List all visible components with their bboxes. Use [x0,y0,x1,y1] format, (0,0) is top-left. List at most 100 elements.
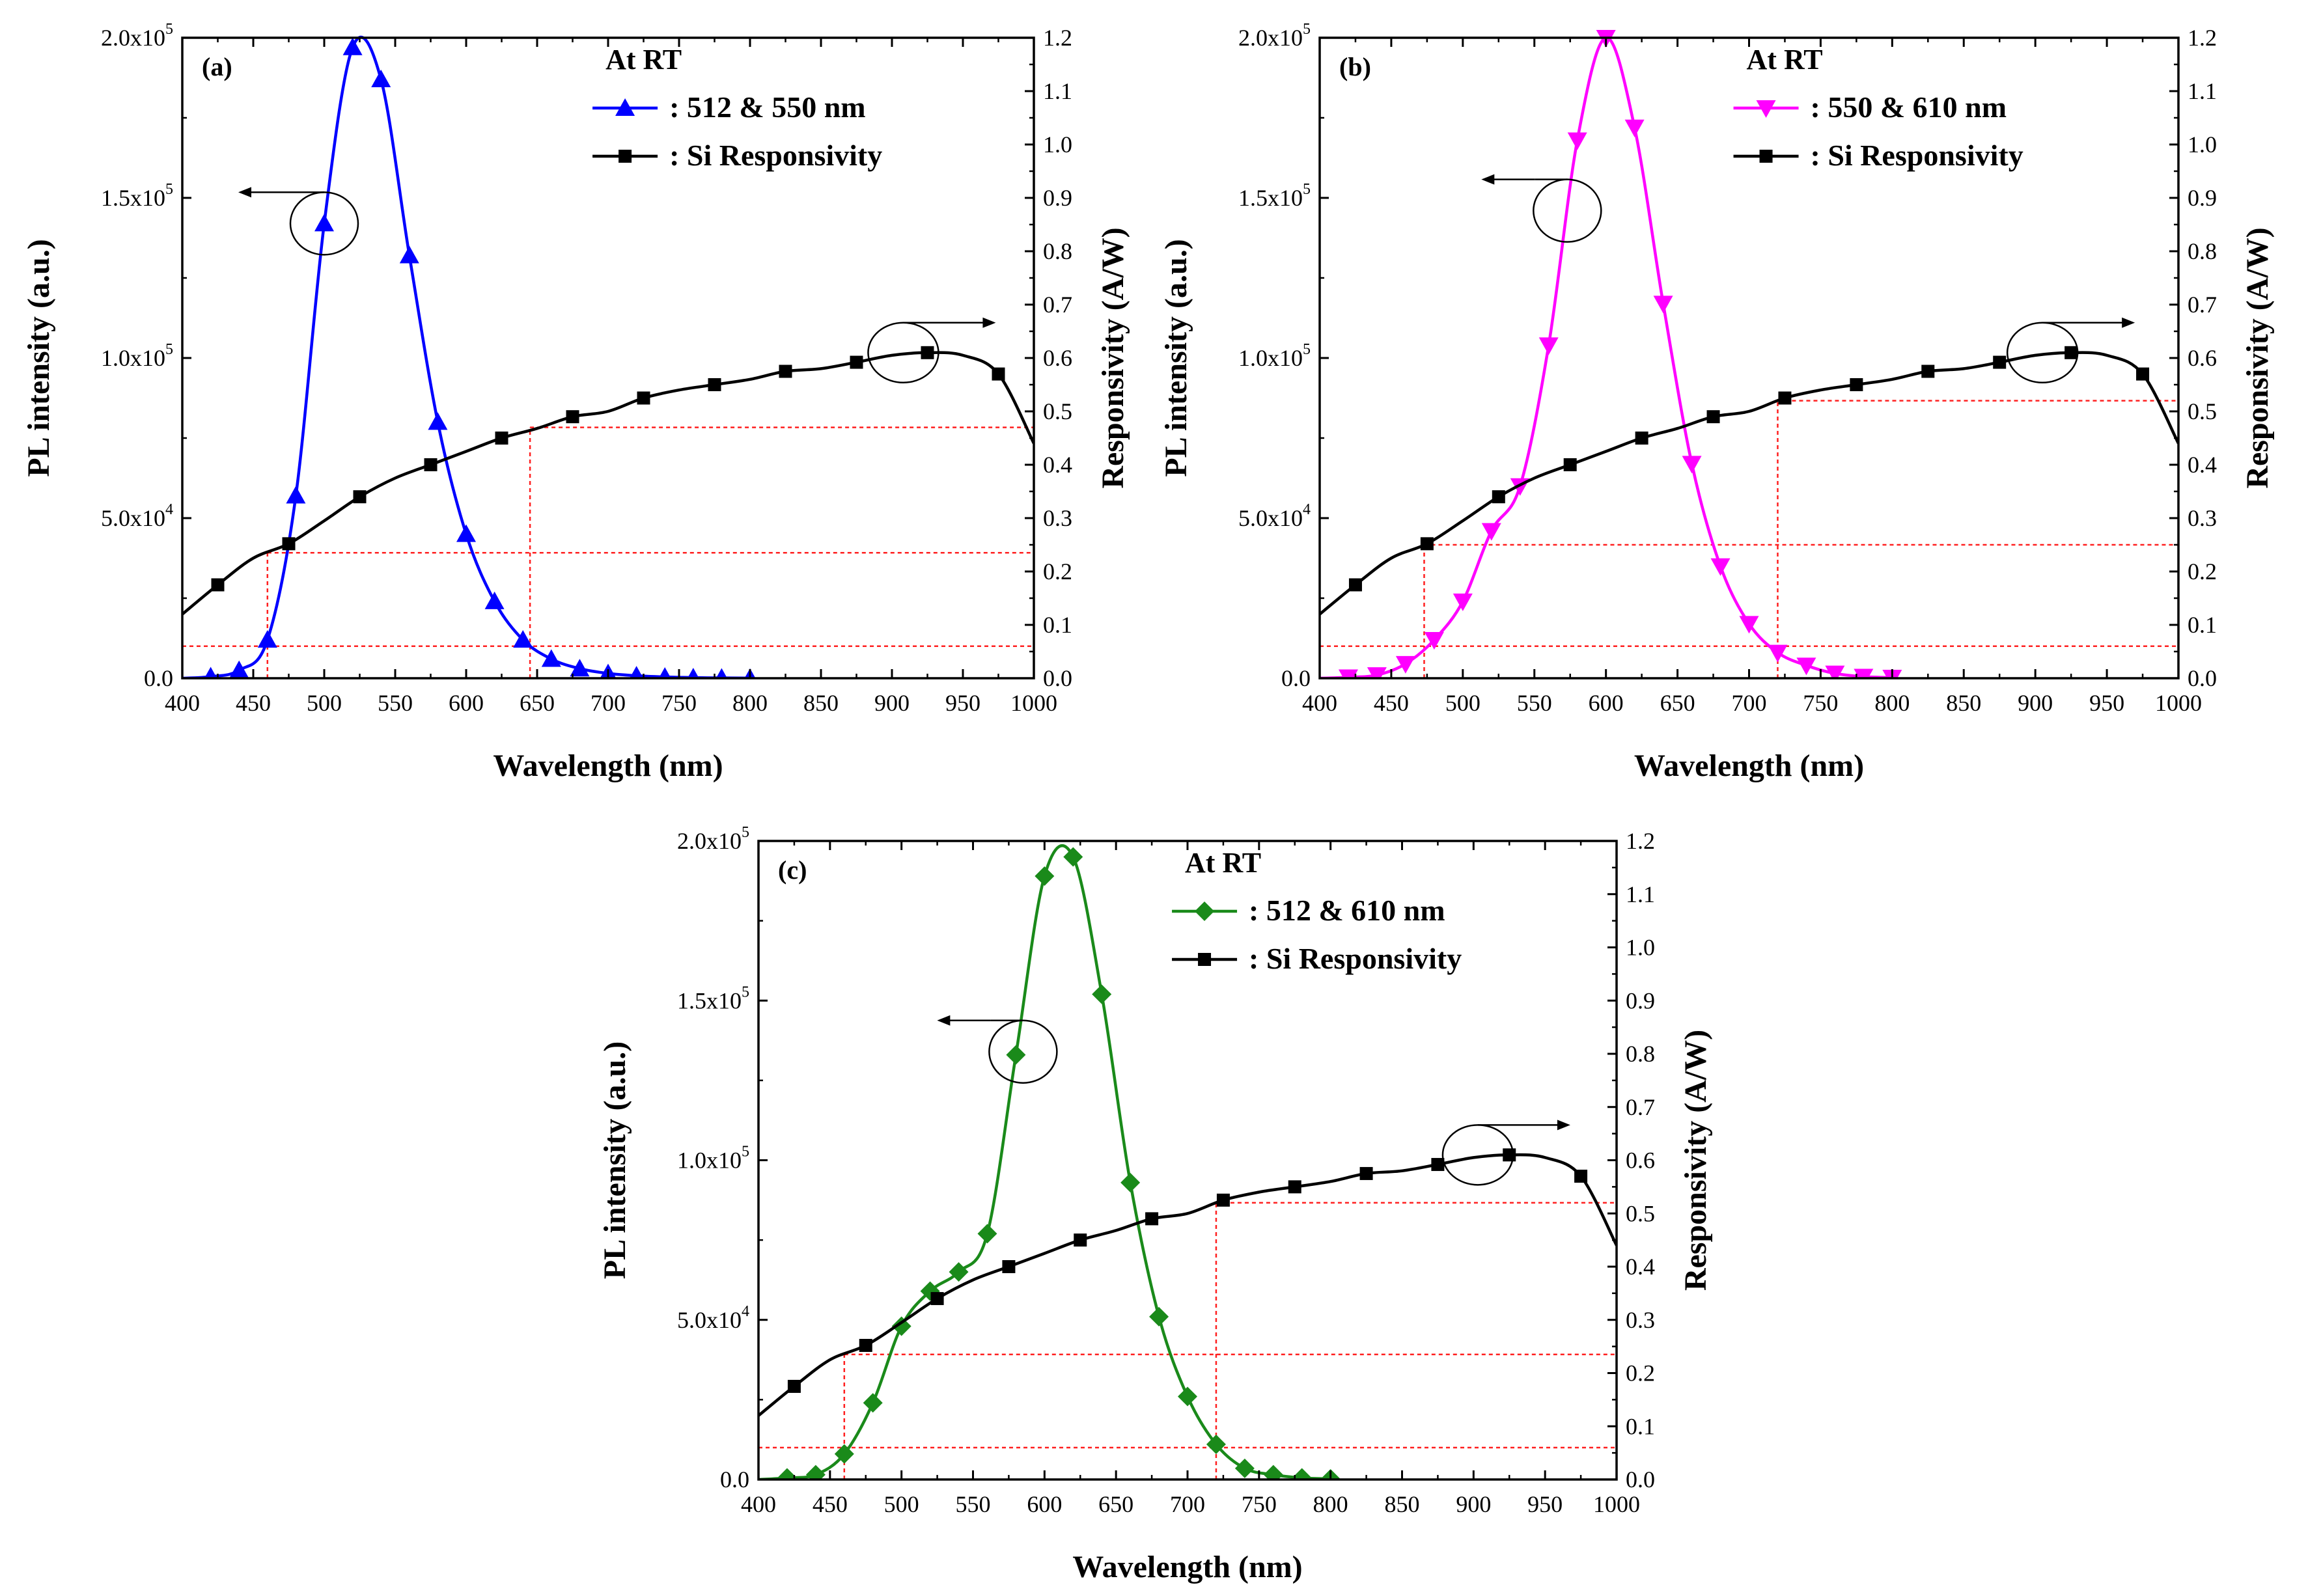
y-left-tick-label: 1.5x105 [1238,181,1311,211]
data-point [949,1262,969,1282]
data-point [1006,1045,1026,1065]
data-point [1216,1193,1230,1207]
y-right-axis-title: Responsivity (A/W) [1096,227,1130,488]
y-right-tick-label: 0.9 [1626,987,1655,1013]
left-arrow-icon [937,1015,951,1026]
tick-exponent: 5 [742,984,749,1000]
data-point [1348,578,1362,592]
x-tick-label: 550 [1517,690,1552,716]
data-point [204,667,217,678]
data-point [495,432,508,445]
x-tick-label: 450 [813,1491,848,1517]
data-point [286,486,306,504]
data-point [1710,558,1731,576]
data-point [921,346,934,359]
legend-marker [1756,100,1776,118]
y-right-tick-label: 1.0 [1626,935,1655,961]
x-tick-label: 400 [741,1491,776,1517]
data-point [257,629,277,648]
plot-frame [1318,36,2180,680]
data-point [658,667,671,678]
right-arrow-icon [982,317,996,328]
data-point [992,367,1005,381]
x-axis-title: Wavelength (nm) [1072,1550,1302,1584]
legend-entry: : Si Responsivity [1811,139,2023,172]
tick-mantissa: 5.0x10 [677,1307,742,1333]
y-right-tick-label: 0.8 [2188,238,2217,264]
x-tick-label: 550 [956,1491,991,1517]
y-left-tick-label: 5.0x104 [677,1303,749,1333]
y-right-tick-label: 0.2 [1626,1360,1655,1386]
y-right-tick-label: 0.3 [1043,505,1072,531]
data-point [863,1393,883,1413]
tick-mantissa: 2.0x10 [1238,25,1303,51]
y-right-tick-label: 0.6 [1626,1148,1655,1174]
y-right-tick-label: 1.2 [2188,25,2217,51]
y-right-tick-label: 0.1 [1043,612,1072,638]
data-point [566,410,579,424]
series-1 [1320,346,2178,616]
x-tick-label: 850 [803,690,839,716]
y-right-axis-title: Responsivity (A/W) [1678,1030,1713,1291]
data-point [1850,378,1863,391]
y-right-tick-label: 0.8 [1043,238,1072,264]
y-right-tick-label: 0.7 [1043,292,1072,318]
tick-mantissa: 0.0 [1281,665,1311,691]
data-point [891,1316,911,1336]
legend-marker [1198,953,1212,966]
legend-marker [1759,150,1773,163]
data-point [1993,355,2007,369]
x-tick-label: 800 [1313,1491,1348,1517]
tick-exponent: 5 [1303,21,1311,38]
data-point [1206,1435,1226,1455]
data-point [1854,668,1874,678]
legend-title: At RT [605,44,682,76]
data-point [1796,657,1816,676]
data-point [1292,1468,1312,1479]
data-point [1120,1172,1141,1192]
data-point [1567,132,1587,150]
legend-marker [619,150,632,163]
tick-exponent: 5 [165,341,173,358]
data-point [229,660,249,678]
data-point [850,355,863,369]
series-line [1320,351,2178,616]
tick-mantissa: 5.0x10 [1238,505,1303,531]
x-tick-label: 450 [1374,690,1409,716]
y-right-tick-label: 0.4 [2188,452,2217,478]
series-line [1320,36,1893,678]
tick-mantissa: 5.0x10 [101,505,165,531]
chart-panel-b: 400 450 500 550 600 650 700 750 800 850 900 950 1000… [1159,21,2275,783]
left-arrow-icon [1481,174,1495,185]
x-tick-label: 700 [591,690,626,716]
x-tick-label: 950 [1527,1491,1563,1517]
y-left-tick-label: 0.0 [720,1466,749,1493]
y-right-tick-label: 0.9 [1043,185,1072,211]
left-axis-circle [988,1019,1058,1084]
x-tick-label: 650 [520,690,555,716]
y-left-tick-label: 1.5x105 [677,984,749,1013]
tick-mantissa: 1.0x10 [677,1148,742,1174]
y-right-tick-label: 1.2 [1626,828,1655,854]
tick-exponent: 5 [742,824,749,841]
data-point [1035,866,1055,886]
x-tick-label: 400 [165,690,200,716]
data-point [777,1468,797,1479]
chart-panel-c: 400 450 500 550 600 650 700 750 800 850 900 950 1000… [598,824,1713,1584]
tick-mantissa: 0.0 [144,665,173,691]
data-point [1574,1170,1588,1183]
data-point [1921,365,1935,378]
x-tick-label: 700 [1170,1491,1205,1517]
x-tick-label: 650 [1660,690,1695,716]
y-right-tick-label: 0.5 [1626,1200,1655,1226]
y-right-tick-label: 0.8 [1626,1041,1655,1067]
tick-exponent: 5 [165,21,173,38]
legend-entry: : Si Responsivity [1249,942,1462,975]
right-arrow-icon [1557,1120,1570,1131]
x-tick-label: 800 [732,690,768,716]
data-point [1503,1148,1516,1162]
data-point [513,629,533,648]
y-right-tick-label: 1.1 [1043,78,1072,104]
x-tick-label: 600 [449,690,484,716]
y-right-tick-label: 0.5 [2188,398,2217,424]
